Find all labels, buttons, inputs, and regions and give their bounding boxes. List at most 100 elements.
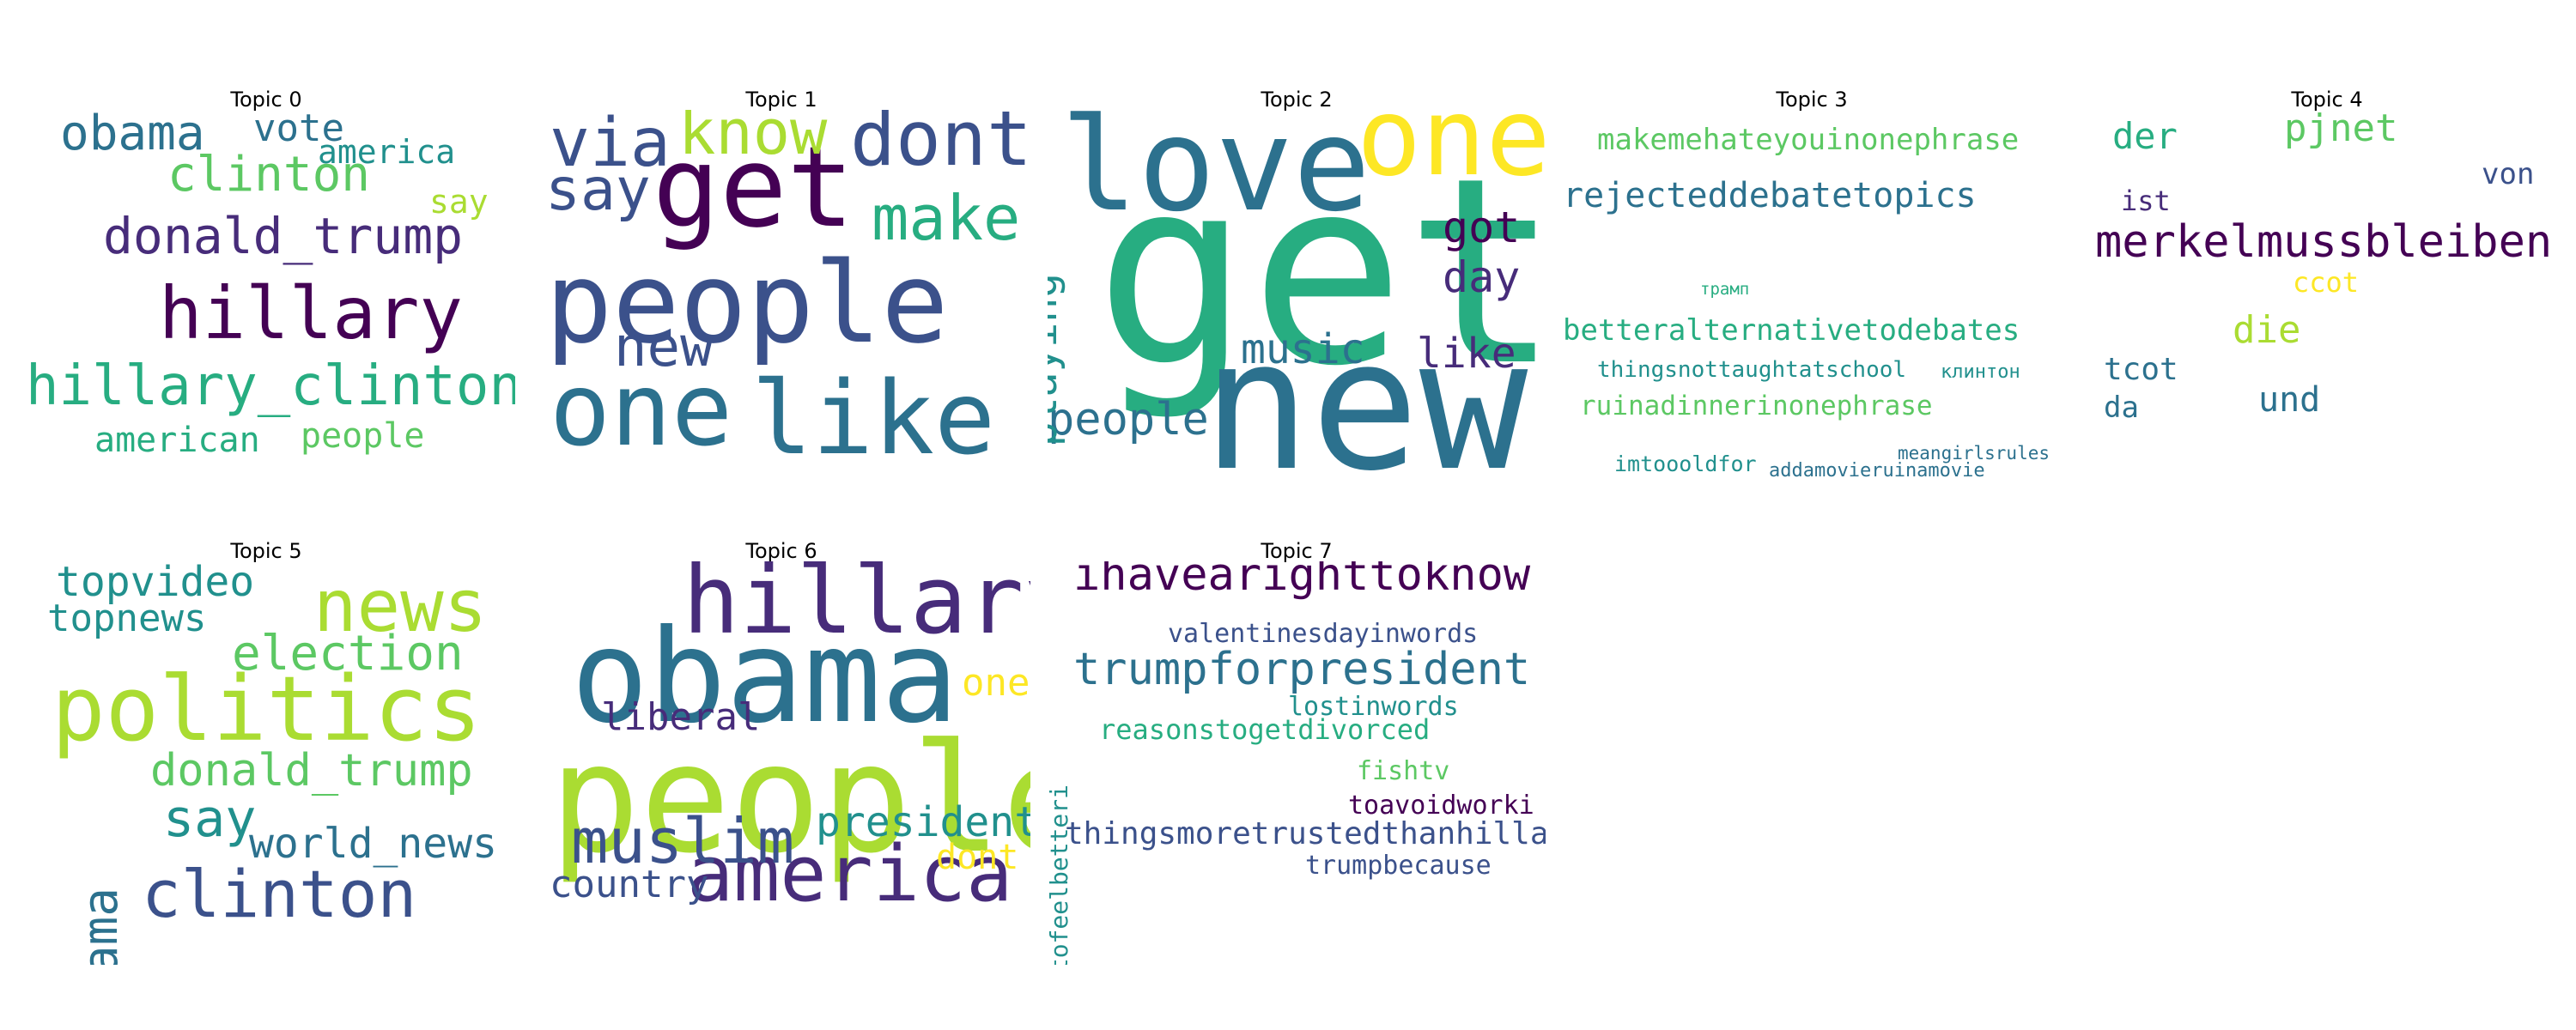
cloud-word: meangirlsrules (1898, 443, 2050, 464)
word-cloud: get new love one people got day music like playin… (1048, 110, 1546, 513)
cloud-word: world_news (249, 820, 497, 868)
word-cloud: hillary hillary_clinton donald_trump clinto… (17, 110, 515, 513)
cloud-word: obama (60, 110, 205, 161)
topic-title: Topic 1 (745, 88, 817, 112)
cloud-word: thingsmoretrustedthanhillary (1065, 816, 1546, 851)
cloud-word: like (1417, 330, 1516, 378)
cloud-word: make (872, 182, 1021, 254)
cloud-word: got (1443, 203, 1521, 252)
cloud-word: america (318, 133, 456, 171)
cloud-word: say (163, 789, 257, 849)
cloud-word: news (313, 564, 488, 648)
cloud-word: der (2112, 115, 2178, 157)
cloud-word: day (1443, 252, 1521, 302)
word-cloud: politics news clinton obama election donald_t… (17, 561, 515, 965)
cloud-word: say (429, 183, 489, 221)
cloud-word: da (2104, 391, 2139, 425)
cloud-word: toavoidworki (1348, 791, 1534, 821)
cloud-word: ruinadinnerinonephrase (1580, 391, 1933, 421)
topic-title: Topic 2 (1261, 88, 1333, 112)
word-cloud: trumpforpresident ihavearighttoknow things… (1048, 561, 1546, 965)
cloud-word: music (1241, 325, 1365, 373)
cloud-word: ihavearighttoknow (1073, 561, 1531, 601)
cloud-word: clinton (167, 147, 371, 203)
cloud-word: valentinesdayinwords (1168, 619, 1479, 649)
cloud-word: donald_trump (150, 745, 473, 797)
cloud-word: die (2233, 308, 2301, 352)
cloud-word: imtoooldfor (1614, 451, 1757, 476)
cloud-word: vote (253, 110, 344, 150)
cloud-word: people (301, 416, 425, 456)
cloud-word: one (962, 661, 1030, 705)
cloud-word: politics (52, 657, 482, 761)
cloud-word: rejecteddebatetopics (1563, 176, 1977, 215)
cloud-word: hillary (683, 561, 1030, 655)
cloud-word: people (1048, 394, 1209, 445)
cloud-word: клинтон (1941, 361, 2020, 383)
topic-panel-0: Topic 0 hillary hillary_clinton donald_trum… (17, 89, 515, 513)
cloud-word: trumpbecause (1305, 851, 1492, 881)
cloud-word: betteralternativetodebates (1563, 313, 2020, 348)
cloud-word: von (2482, 157, 2535, 191)
topic-title: Topic 7 (1261, 539, 1333, 563)
word-cloud: rejecteddebatetopics makemehateyouinoneph… (1563, 110, 2061, 513)
cloud-word: und (2258, 380, 2321, 420)
topic-panel-3: Topic 3 rejecteddebatetopics makemehateyou… (1563, 89, 2061, 513)
topic-title: Topic 5 (230, 539, 302, 563)
cloud-word: pjnet (2284, 110, 2398, 150)
cloud-word: country (550, 863, 709, 906)
cloud-word: ccot (2293, 266, 2360, 299)
cloud-word: lostinwords (1288, 692, 1459, 722)
cloud-word: one (1357, 110, 1546, 200)
cloud-word: reasonstogetdivorced (1099, 713, 1431, 746)
cloud-word: clinton (142, 856, 417, 932)
cloud-word: liberal (601, 695, 761, 739)
cloud-word: playing (1048, 273, 1066, 447)
word-cloud: people get one like dont via know make say new (532, 110, 1030, 513)
cloud-word: topvideo (56, 561, 255, 606)
cloud-word: say (545, 156, 651, 224)
cloud-word: donald_trump (103, 207, 464, 265)
cloud-word: get (1095, 123, 1546, 422)
topic-title: Topic 0 (230, 88, 302, 112)
word-cloud: merkelmussbleiben pjnet der die und tcot von da… (2078, 110, 2576, 513)
topic-title: Topic 6 (745, 539, 817, 563)
cloud-word: president (816, 798, 1030, 846)
cloud-word: election (232, 626, 464, 682)
topic-panel-5: Topic 5 politics news clinton obama election d… (17, 541, 515, 965)
cloud-word: topnews (47, 597, 207, 640)
topic-title: Topic 3 (1776, 88, 1848, 112)
topic-title: Topic 4 (2291, 88, 2363, 112)
cloud-word: dont (850, 110, 1030, 183)
cloud-word: makemehateyouinonephrase (1597, 123, 2020, 157)
cloud-word: like (751, 359, 996, 477)
cloud-word: fishtv (1357, 756, 1450, 786)
topic-panel-1: Topic 1 people get one like dont via know make sa… (532, 89, 1030, 513)
cloud-word: get (653, 122, 854, 252)
cloud-word: addamovieruinamovie (1769, 460, 1985, 482)
cloud-word: one (550, 350, 733, 469)
cloud-word: new (614, 316, 714, 379)
cloud-word: new (1202, 300, 1528, 511)
cloud-word: know (678, 110, 828, 168)
cloud-word: obama (571, 603, 959, 752)
topic-panel-2: Topic 2 get new love one people got day music lik… (1048, 89, 1546, 513)
cloud-word: tofeelbetteri (1048, 785, 1073, 965)
cloud-word: obama (73, 888, 129, 965)
topic-panel-7: Topic 7 trumpforpresident ihavearighttokno… (1048, 541, 1546, 965)
cloud-word: via (550, 110, 671, 182)
cloud-word: tcot (2104, 352, 2178, 387)
cloud-word: people (545, 238, 949, 368)
cloud-word: trumpforpresident (1073, 644, 1531, 695)
topic-panel-4: Topic 4 merkelmussbleiben pjnet der die und tc… (2078, 89, 2576, 513)
cloud-word: dont (936, 838, 1019, 877)
cloud-word: merkelmussbleiben (2095, 216, 2553, 268)
cloud-word: hillary_clinton (26, 354, 515, 418)
cloud-word: love (1060, 110, 1371, 240)
cloud-word: people (550, 712, 1030, 887)
cloud-word: hillary (159, 271, 464, 355)
cloud-word: muslim (571, 805, 795, 877)
